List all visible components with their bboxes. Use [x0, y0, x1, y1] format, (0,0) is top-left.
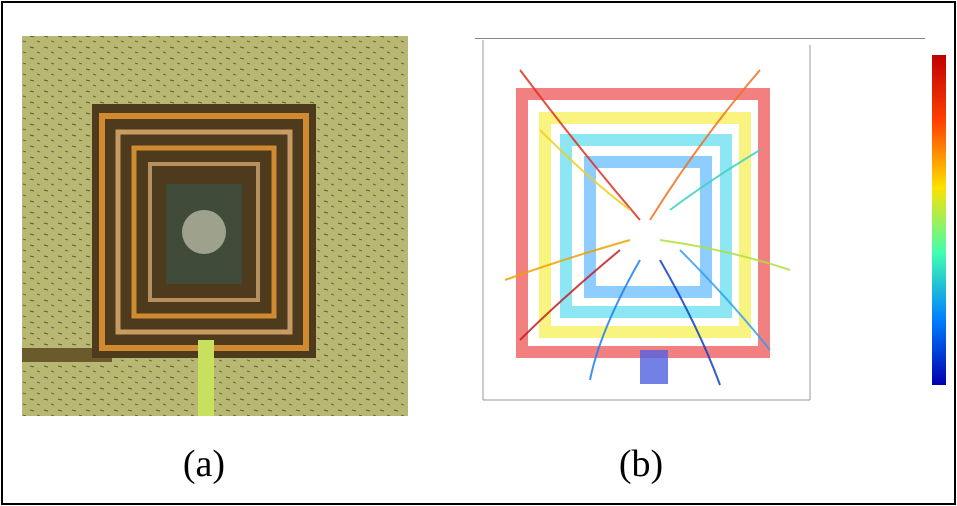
- panel-a-image: [22, 36, 408, 416]
- panel-label: (a): [183, 443, 225, 485]
- figure: (a) (b): [0, 0, 957, 506]
- panel-label: (b): [619, 443, 663, 485]
- panel-b-image: [435, 15, 953, 430]
